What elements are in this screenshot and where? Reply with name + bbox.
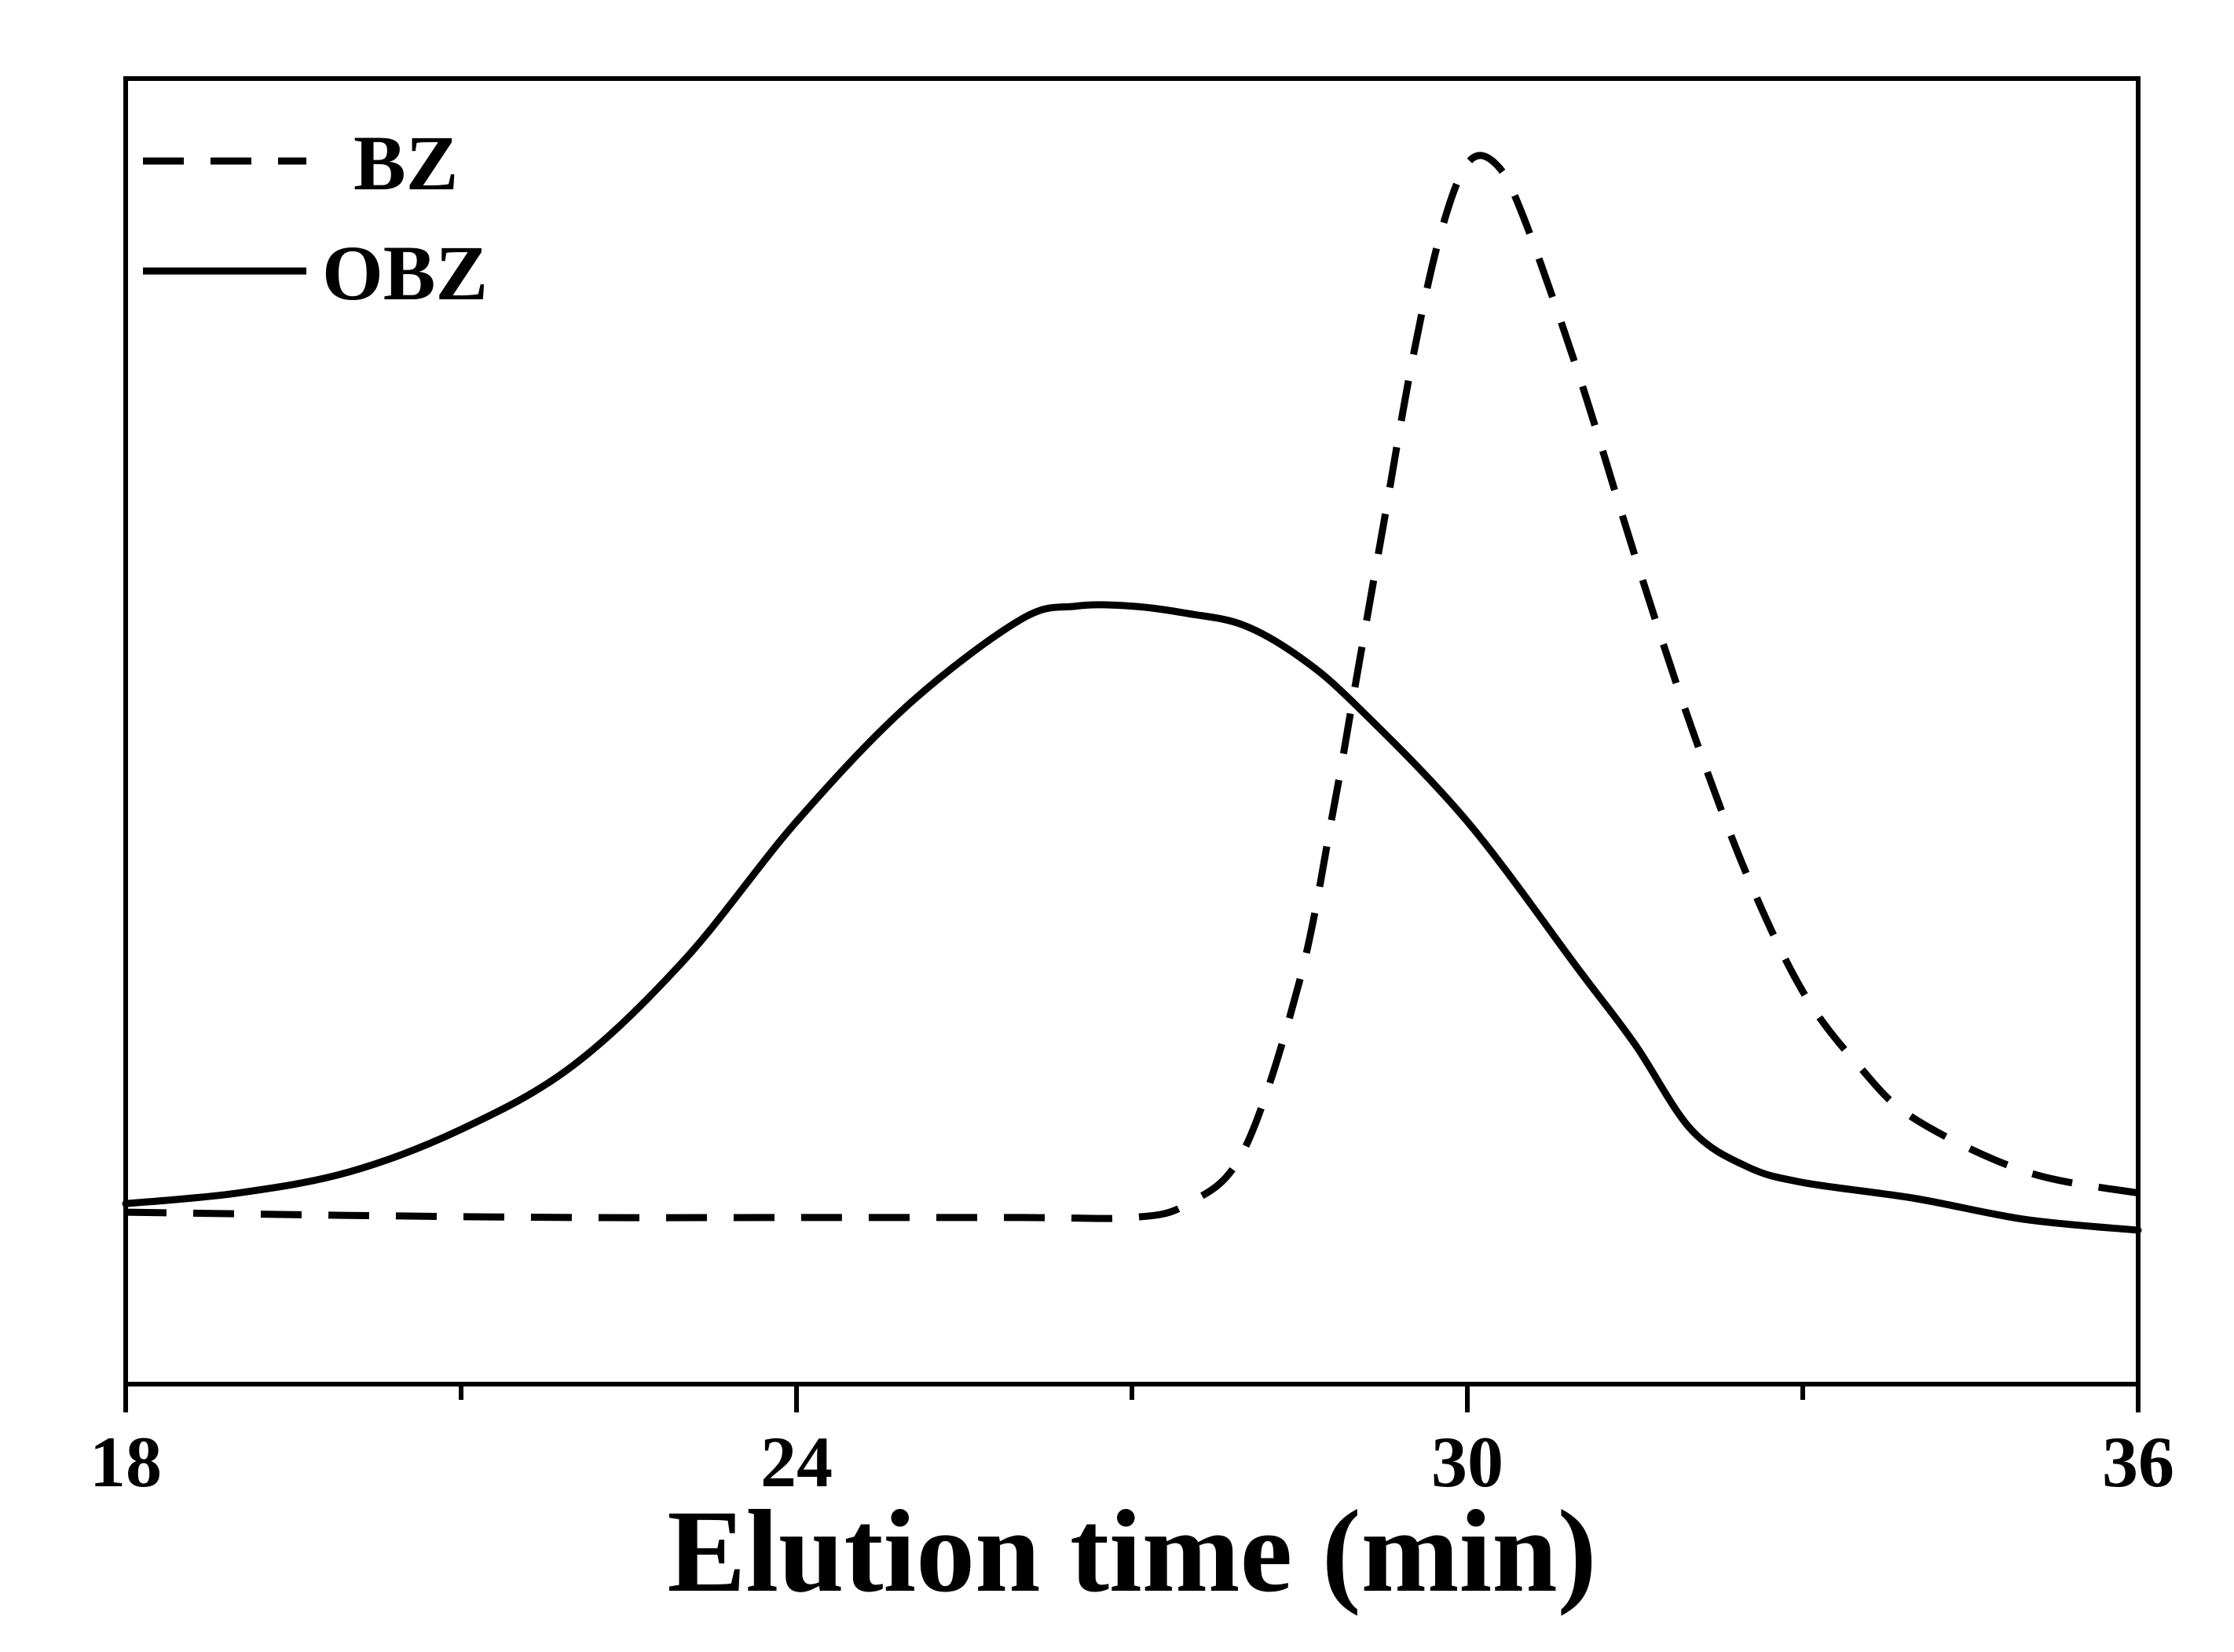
series-line-bz bbox=[125, 152, 2139, 1222]
x-tick-label-30: 30 bbox=[1431, 1422, 1503, 1502]
x-axis-title: Elution time (min) bbox=[667, 1486, 1596, 1617]
x-tick-label-18: 18 bbox=[90, 1422, 162, 1502]
x-axis-tick-labels: 18 24 30 36 bbox=[90, 1422, 2174, 1502]
series-line-obz bbox=[122, 601, 2142, 1234]
legend-label-bz: BZ bbox=[353, 119, 458, 207]
legend: BZ OBZ bbox=[143, 119, 488, 317]
legend-label-obz: OBZ bbox=[322, 229, 488, 317]
x-tick-label-36: 36 bbox=[2102, 1422, 2174, 1502]
x-tick-label-24: 24 bbox=[760, 1422, 833, 1502]
x-axis-ticks bbox=[123, 1384, 2141, 1412]
plot-lines bbox=[122, 152, 2142, 1234]
